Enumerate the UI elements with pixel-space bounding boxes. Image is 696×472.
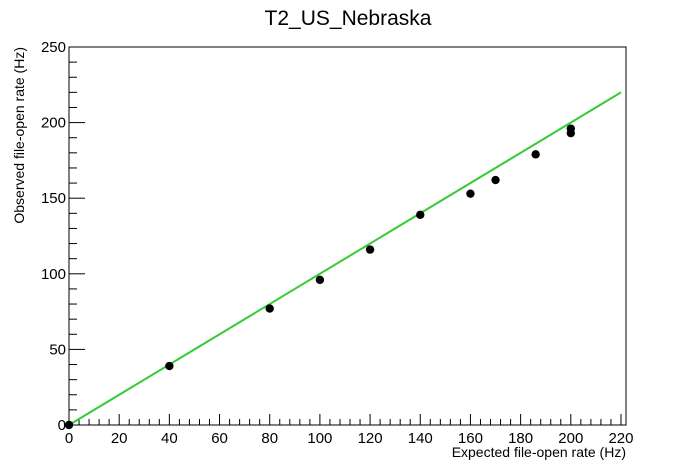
x-tick-label: 0: [65, 430, 73, 447]
data-point: [416, 210, 425, 220]
x-tick-label: 120: [358, 430, 383, 447]
axis-ticks: [68, 46, 622, 426]
x-axis-label: Expected file-open rate (Hz): [452, 444, 626, 460]
data-series: [64, 91, 622, 430]
y-tick-label: 150: [41, 190, 66, 207]
data-point: [365, 245, 375, 254]
y-axis-label: Observed file-open rate (Hz): [11, 47, 27, 224]
x-tick-label: 180: [508, 430, 533, 447]
x-tick-label: 20: [111, 430, 128, 447]
data-point: [64, 420, 74, 430]
tick-labels: 0 20 40 60 80 100 120 140 160 180 200 220 0 50 100 150 2…: [41, 39, 634, 447]
data-point: [466, 189, 475, 198]
data-point: [265, 304, 274, 313]
x-tick-label: 140: [408, 430, 433, 447]
data-point: [165, 361, 174, 371]
y-tick-label: 0: [58, 417, 66, 434]
x-tick-label: 160: [458, 430, 483, 447]
plot-frame: [68, 46, 627, 426]
x-tick-label: 40: [161, 430, 178, 447]
y-tick-label: 50: [49, 341, 66, 358]
data-point: [491, 175, 500, 185]
data-point: [315, 275, 325, 285]
y-tick-label: 200: [41, 115, 66, 132]
y-tick-label: 250: [41, 39, 66, 56]
data-point: [566, 124, 576, 133]
x-tick-label: 100: [307, 430, 332, 447]
x-tick-label: 220: [608, 430, 633, 447]
fit-line: [68, 91, 622, 426]
x-tick-label: 200: [558, 430, 583, 447]
x-tick-label: 80: [261, 430, 278, 447]
data-point: [531, 150, 540, 159]
x-tick-label: 60: [211, 430, 228, 447]
y-tick-label: 100: [41, 266, 66, 283]
chart-title: T2_US_Nebraska: [265, 7, 432, 30]
